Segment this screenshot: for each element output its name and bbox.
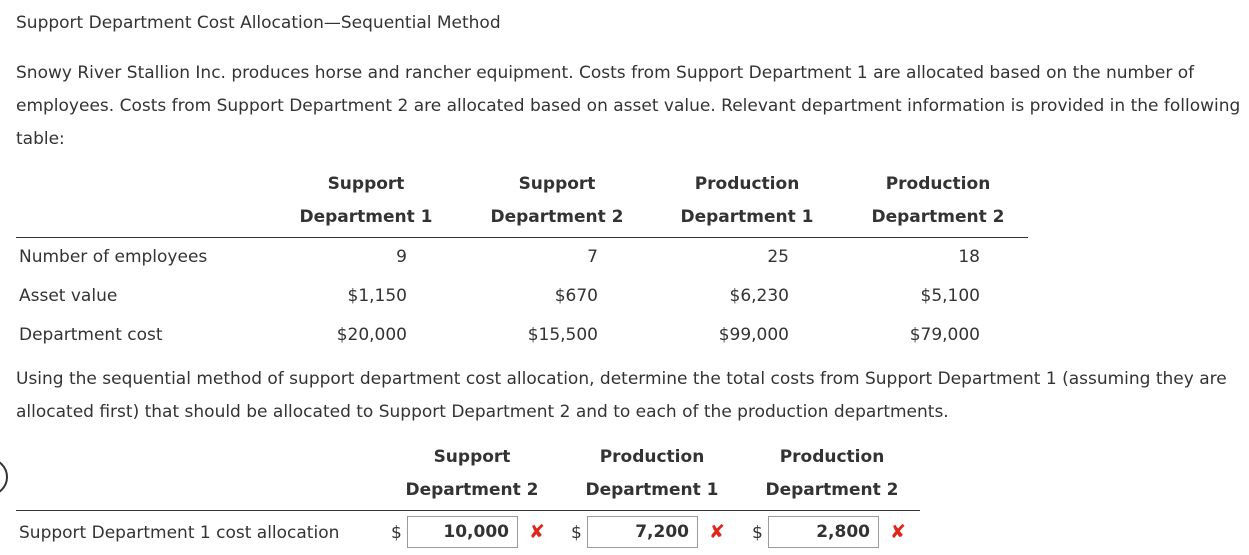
cell-value: 9 xyxy=(396,247,407,267)
allocation-input-support-dept-2[interactable] xyxy=(407,516,518,548)
step-indicator-icon xyxy=(0,458,8,496)
table-row-department-cost: Department cost $20,000 $15,500 $99,000 … xyxy=(16,322,1028,348)
header-line: Production xyxy=(885,174,991,194)
allocation-input-production-dept-2[interactable] xyxy=(768,516,879,548)
header-line: Department 2 xyxy=(490,207,624,227)
answer-header-production-dept-1: Production Department 1 xyxy=(567,441,737,507)
cell-value: $20,000 xyxy=(336,325,407,345)
question-paragraph: Using the sequential method of support d… xyxy=(16,369,1227,422)
cell-value: $6,230 xyxy=(729,286,789,306)
header-line: Support xyxy=(518,174,596,194)
row-label: Asset value xyxy=(19,286,118,306)
answer-header-rule xyxy=(16,510,920,511)
table-row-employees: Number of employees 9 7 25 18 xyxy=(16,244,1028,270)
currency-symbol: $ xyxy=(391,523,402,543)
column-header-support-dept-2: Support Department 2 xyxy=(472,168,642,234)
row-label: Department cost xyxy=(19,325,163,345)
header-line: Support xyxy=(433,447,511,467)
header-line: Support xyxy=(327,174,405,194)
currency-symbol: $ xyxy=(571,523,582,543)
column-header-production-dept-2: Production Department 2 xyxy=(853,168,1023,234)
header-line: Department 1 xyxy=(585,480,719,500)
cell-value: 25 xyxy=(767,247,789,267)
intro-paragraph: Snowy River Stallion Inc. produces horse… xyxy=(16,63,1241,149)
cell-value: $670 xyxy=(554,286,598,306)
cell-value: $5,100 xyxy=(920,286,980,306)
currency-symbol: $ xyxy=(752,523,763,543)
header-line: Department 1 xyxy=(680,207,814,227)
page-title: Support Department Cost Allocation—Seque… xyxy=(16,13,501,33)
header-line: Department 1 xyxy=(299,207,433,227)
cell-value: 18 xyxy=(958,247,980,267)
header-line: Production xyxy=(599,447,705,467)
table-header-rule xyxy=(16,237,1028,238)
incorrect-x-icon: ✘ xyxy=(529,521,545,543)
header-line: Department 2 xyxy=(405,480,539,500)
column-header-production-dept-1: Production Department 1 xyxy=(662,168,832,234)
incorrect-x-icon: ✘ xyxy=(709,521,725,543)
incorrect-x-icon: ✘ xyxy=(890,521,906,543)
row-label: Number of employees xyxy=(19,247,208,267)
cell-value: $99,000 xyxy=(718,325,789,345)
header-line: Department 2 xyxy=(765,480,899,500)
department-info-table: Support Department 1 Support Department … xyxy=(16,170,1028,350)
cell-value: $15,500 xyxy=(527,325,598,345)
answer-row-support-dept-1-allocation: Support Department 1 cost allocation $ ✘… xyxy=(16,515,920,549)
header-line: Production xyxy=(779,447,885,467)
header-line: Production xyxy=(694,174,800,194)
allocation-input-production-dept-1[interactable] xyxy=(587,516,698,548)
table-row-asset-value: Asset value $1,150 $670 $6,230 $5,100 xyxy=(16,283,1028,309)
answer-header-production-dept-2: Production Department 2 xyxy=(747,441,917,507)
cell-value: $79,000 xyxy=(909,325,980,345)
answer-header-support-dept-2: Support Department 2 xyxy=(387,441,557,507)
header-line: Department 2 xyxy=(871,207,1005,227)
column-header-support-dept-1: Support Department 1 xyxy=(281,168,451,234)
row-label: Support Department 1 cost allocation xyxy=(19,523,340,543)
cell-value: $1,150 xyxy=(347,286,407,306)
answer-table: Support Department 2 Production Departme… xyxy=(16,443,920,555)
cell-value: 7 xyxy=(587,247,598,267)
